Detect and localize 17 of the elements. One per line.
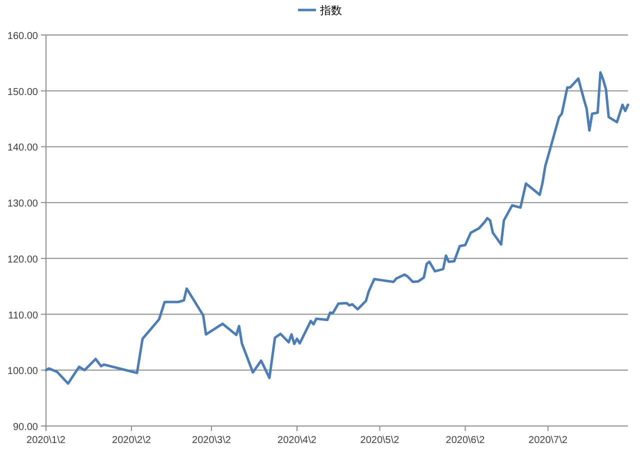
x-tick-label: 2020\1\2 <box>26 435 66 446</box>
x-tick-label: 2020\4\2 <box>278 435 317 446</box>
y-tick-label: 110.00 <box>8 310 38 322</box>
legend-label: 指数 <box>319 5 342 17</box>
x-tick-label: 2020\7\2 <box>528 435 568 446</box>
y-tick-label: 120.00 <box>7 254 38 266</box>
x-tick-label: 2020\5\2 <box>360 435 400 446</box>
y-tick-label: 100.00 <box>7 366 38 378</box>
y-tick-label: 160.00 <box>7 31 38 42</box>
line-series <box>44 71 630 385</box>
x-tick-label: 2020\6\2 <box>446 435 486 446</box>
y-tick-label: 130.00 <box>7 198 38 210</box>
x-tick-label: 2020\3\2 <box>192 435 232 446</box>
y-tick-label: 150.00 <box>7 86 38 98</box>
x-tick-label: 2020\2\2 <box>112 435 152 446</box>
y-tick-label: 90.00 <box>12 422 38 433</box>
y-tick-label: 140.00 <box>7 142 38 154</box>
